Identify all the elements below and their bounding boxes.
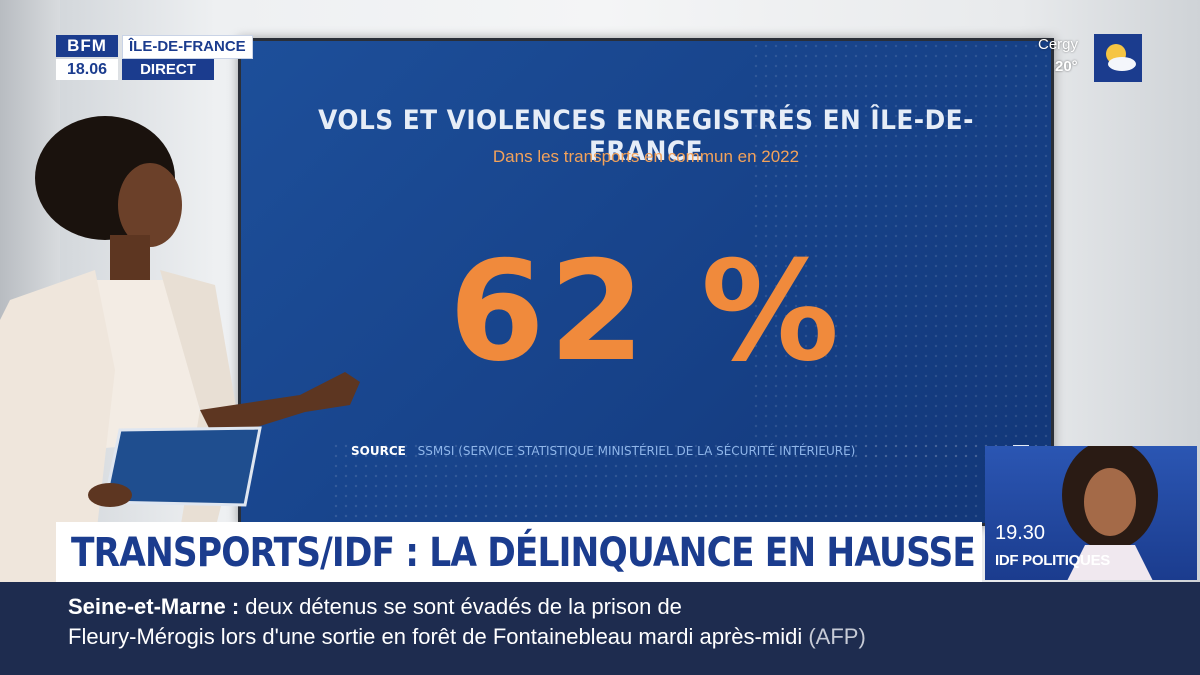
screen-title: VOLS ET VIOLENCES ENREGISTRÉS EN ÎLE-DE-… [318, 105, 974, 167]
source-row: SOURCE SSMSI (SERVICE STATISTIQUE MINIST… [351, 444, 855, 458]
weather-temperature: 20° [1055, 58, 1078, 75]
upcoming-show-card: 19.30 IDF POLITIQUES [985, 446, 1197, 580]
ticker-line-1: Seine-et-Marne : deux détenus se sont év… [68, 594, 682, 620]
bfm-logo: BFM [56, 35, 118, 57]
ticker-text-2: Fleury-Mérogis lors d'une sortie en forê… [68, 624, 803, 649]
dot-pattern [751, 41, 1051, 461]
info-screen: VOLS ET VIOLENCES ENREGISTRÉS EN ÎLE-DE-… [238, 38, 1054, 526]
dot-pattern-bottom [331, 441, 1051, 521]
headline: TRANSPORTS/IDF : LA DÉLINQUANCE EN HAUSS… [71, 530, 976, 576]
live-badge: DIRECT [122, 59, 214, 80]
source-label: SOURCE [351, 444, 406, 458]
weather-city: Cergy [1038, 36, 1079, 53]
statistic-value: 62 % [448, 231, 844, 392]
region-tag: ÎLE-DE-FRANCE [122, 35, 253, 59]
source-text: SSMSI (SERVICE STATISTIQUE MINISTÉRIEL D… [417, 444, 856, 458]
news-ticker: Seine-et-Marne : deux détenus se sont év… [0, 582, 1200, 675]
headline-banner: TRANSPORTS/IDF : LA DÉLINQUANCE EN HAUSS… [56, 522, 982, 582]
ticker-source: (AFP) [808, 624, 866, 649]
show-name: IDF POLITIQUES [995, 552, 1110, 569]
ticker-location: Seine-et-Marne : [68, 594, 240, 619]
ticker-line-2: Fleury-Mérogis lors d'une sortie en forê… [68, 624, 866, 650]
clock: 18.06 [56, 59, 118, 80]
screen-subtitle: Dans les transports en commun en 2022 [492, 147, 800, 166]
show-time: 19.30 [995, 522, 1046, 544]
ticker-text-1: deux détenus se sont évadés de la prison… [245, 594, 682, 619]
sun-cloud-icon [1094, 34, 1142, 82]
guest-portrait [1062, 446, 1158, 580]
presenter-figure [0, 116, 360, 590]
